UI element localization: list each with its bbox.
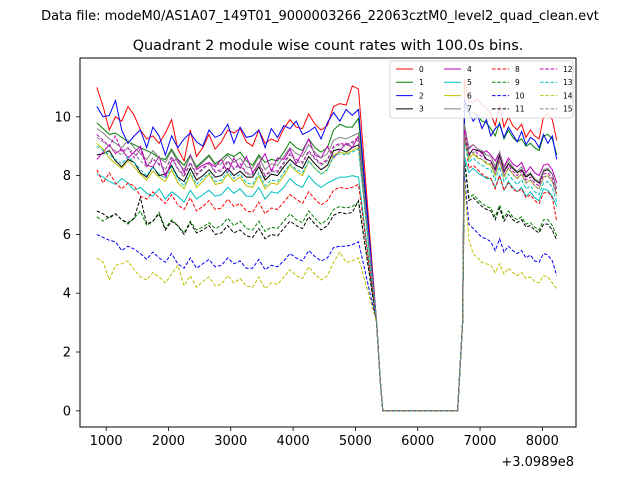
series-line-4 bbox=[96, 128, 558, 412]
series-line-5 bbox=[96, 156, 558, 412]
x-tick-label: 1000 bbox=[90, 434, 123, 449]
x-tick-label: 2000 bbox=[152, 434, 185, 449]
series-line-15 bbox=[96, 134, 558, 412]
legend-label-6: 6 bbox=[467, 91, 472, 100]
figure-suptitle: Data file: modeM0/AS1A07_149T01_90000032… bbox=[41, 9, 599, 24]
legend-label-15: 15 bbox=[563, 105, 573, 114]
series-line-11 bbox=[96, 160, 558, 412]
legend-label-14: 14 bbox=[563, 91, 573, 100]
x-tick-label: 5000 bbox=[339, 434, 372, 449]
y-tick-label: 4 bbox=[63, 287, 71, 302]
series-lines bbox=[96, 78, 558, 412]
series-line-7 bbox=[96, 124, 558, 412]
legend-label-1: 1 bbox=[419, 78, 424, 87]
legend-label-4: 4 bbox=[467, 65, 472, 74]
legend-label-7: 7 bbox=[467, 105, 472, 114]
x-axis: 1000 2000 3000 4000 5000 6000 7000 8000 bbox=[90, 427, 559, 449]
series-line-1 bbox=[96, 101, 558, 412]
legend-label-8: 8 bbox=[515, 65, 520, 74]
legend-label-12: 12 bbox=[563, 65, 573, 74]
series-line-0 bbox=[96, 78, 558, 412]
legend-label-2: 2 bbox=[419, 91, 424, 100]
y-tick-label: 10 bbox=[54, 110, 71, 125]
x-tick-label: 8000 bbox=[526, 434, 559, 449]
y-tick-label: 0 bbox=[63, 404, 71, 419]
x-tick-label: 3000 bbox=[214, 434, 247, 449]
x-tick-label: 7000 bbox=[463, 434, 496, 449]
legend-label-13: 13 bbox=[563, 78, 573, 87]
legend-label-5: 5 bbox=[467, 78, 472, 87]
series-line-13 bbox=[96, 141, 558, 412]
plot-frame bbox=[79, 57, 577, 428]
x-tick-label: 4000 bbox=[277, 434, 310, 449]
series-line-9 bbox=[96, 157, 558, 412]
legend-label-11: 11 bbox=[515, 105, 525, 114]
legend-label-0: 0 bbox=[419, 65, 424, 74]
legend-frame bbox=[389, 60, 574, 119]
chart-title: Quadrant 2 module wise count rates with … bbox=[133, 38, 524, 54]
series-line-2 bbox=[96, 98, 558, 412]
y-tick-label: 8 bbox=[63, 169, 71, 184]
legend-label-9: 9 bbox=[515, 78, 520, 87]
series-line-14 bbox=[96, 181, 558, 412]
y-tick-label: 2 bbox=[63, 346, 71, 361]
x-tick-label: 6000 bbox=[401, 434, 434, 449]
series-line-10 bbox=[96, 175, 558, 412]
legend-label-10: 10 bbox=[515, 91, 525, 100]
y-tick-label: 6 bbox=[63, 228, 71, 243]
y-axis: 0 2 4 6 8 10 bbox=[54, 110, 80, 419]
x-offset-label: +3.0989e8 bbox=[501, 455, 574, 470]
series-line-8 bbox=[96, 132, 558, 412]
legend-label-3: 3 bbox=[419, 105, 424, 114]
